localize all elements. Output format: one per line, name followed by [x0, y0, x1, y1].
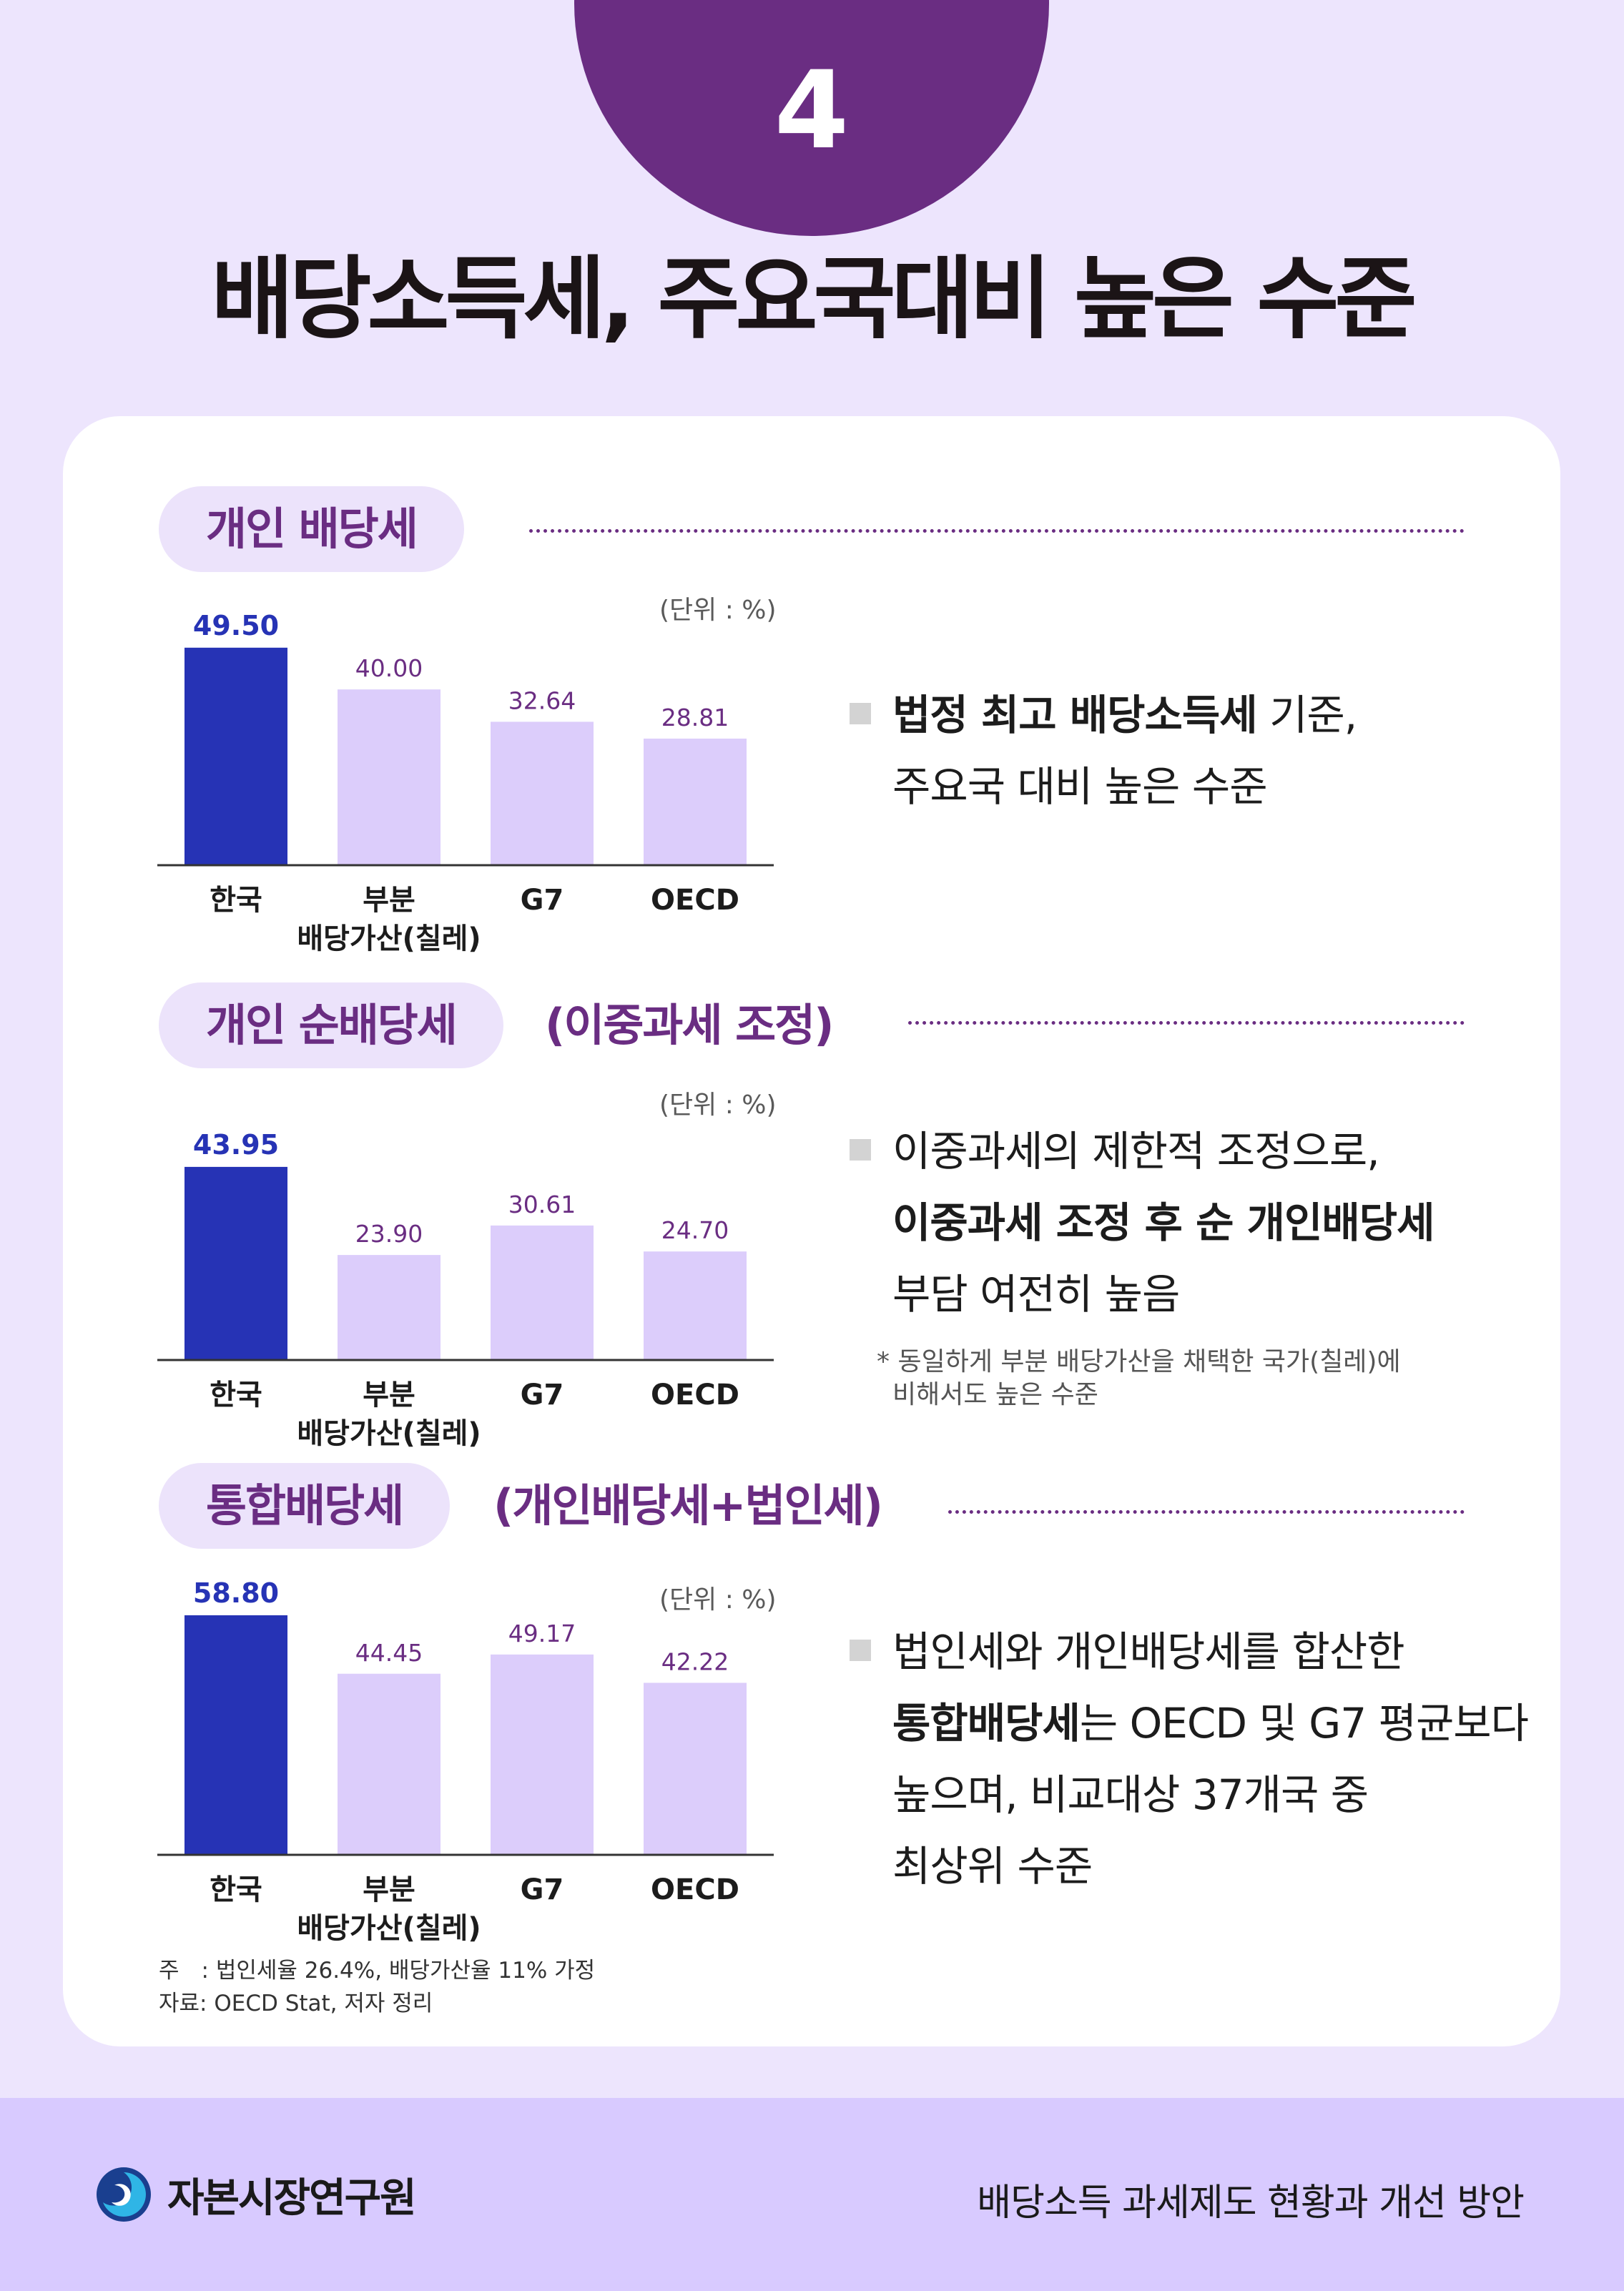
dotted-divider — [948, 1510, 1465, 1514]
desc-text: 는 OECD 및 G7 평균보다 — [1079, 1699, 1529, 1748]
bar-1 — [338, 1255, 441, 1360]
section-pill-extra: (개인배당세+법인세) — [493, 1479, 883, 1532]
section-description: 법정 최고 배당소득세 기준, 주요국 대비 높은 수준 — [850, 679, 1536, 822]
category-label-2: G7 — [521, 1379, 564, 1411]
org-logo: 자본시장연구원 — [93, 2164, 417, 2225]
content-card — [63, 416, 1560, 2046]
desc-bold: 법정 최고 배당소득세 — [892, 691, 1258, 739]
page-title: 배당소득세, 주요국대비 높은 수준 — [211, 247, 1417, 351]
desc-text: 부담 여전히 높음 — [892, 1270, 1180, 1319]
bar-value-label-3: 28.81 — [661, 704, 729, 731]
desc-bold: 이중과세 조정 후 순 개인배당세 — [892, 1198, 1434, 1247]
category-label-1-line2: 배당가산(칠레) — [297, 1417, 481, 1450]
bar-value-label-1: 23.90 — [355, 1220, 423, 1248]
section-pill: 개인 순배당세 — [159, 982, 503, 1068]
category-label-1-line2: 배당가산(칠레) — [297, 922, 481, 955]
section-description: 법인세와 개인배당세를 합산한 통합배당세는 OECD 및 G7 평균보다 높으… — [850, 1616, 1536, 1902]
kcmi-logo-icon — [97, 2167, 151, 2222]
category-label-3: OECD — [651, 1873, 739, 1906]
dotted-divider — [908, 1021, 1465, 1025]
category-label-2: G7 — [521, 1873, 564, 1906]
category-label-2: G7 — [521, 884, 564, 917]
org-name: 자본시장연구원 — [167, 2174, 417, 2222]
category-label-0: 한국 — [210, 1379, 262, 1411]
desc-text: 이중과세의 제한적 조정으로, — [892, 1127, 1380, 1176]
category-label-1: 부분 — [363, 1379, 415, 1411]
desc-text: 법인세와 개인배당세를 합산한 — [892, 1627, 1405, 1676]
bar-2 — [491, 721, 594, 865]
section-pill-extra: (이중과세 조정) — [545, 999, 834, 1051]
bullet-square-icon — [850, 1138, 871, 1161]
bar-0 — [184, 1615, 287, 1855]
bar-2 — [491, 1654, 594, 1855]
desc-text: 기준, — [1256, 691, 1357, 739]
unit-label: (단위 : %) — [659, 596, 777, 625]
bar-value-label-2: 32.64 — [508, 686, 576, 714]
category-label-3: OECD — [651, 1379, 739, 1411]
category-label-1-line2: 배당가산(칠레) — [297, 1912, 481, 1945]
desc-text: 최상위 수준 — [892, 1842, 1093, 1891]
bullet-square-icon — [850, 1639, 871, 1661]
bar-value-label-3: 42.22 — [661, 1647, 729, 1675]
footer: 자본시장연구원 배당소득 과세제도 현황과 개선 방안 — [0, 2098, 1624, 2291]
bar-value-label-0: 49.50 — [193, 610, 279, 641]
bar-3 — [644, 738, 747, 865]
category-label-0: 한국 — [210, 1873, 262, 1906]
section-description: 이중과세의 제한적 조정으로, 이중과세 조정 후 순 개인배당세 부담 여전히… — [850, 1115, 1536, 1411]
category-label-0: 한국 — [210, 884, 262, 917]
bullet-square-icon — [850, 702, 871, 724]
unit-label: (단위 : %) — [659, 1090, 777, 1120]
category-label-1: 부분 — [363, 1873, 415, 1906]
bar-value-label-1: 40.00 — [355, 654, 423, 682]
desc-text: 주요국 대비 높은 수준 — [892, 762, 1268, 811]
category-label-3: OECD — [651, 884, 739, 917]
bar-value-label-0: 58.80 — [193, 1577, 279, 1609]
footnote-assumption: 주 : 법인세율 26.4%, 배당가산율 11% 가정 — [159, 1958, 596, 1984]
bar-3 — [644, 1682, 747, 1855]
desc-bold: 통합배당세 — [892, 1699, 1081, 1748]
bar-value-label-2: 30.61 — [508, 1191, 576, 1218]
desc-note: * 동일하게 부분 배당가산을 채택한 국가(칠레)에 — [877, 1347, 1401, 1376]
desc-note: 비해서도 높은 수준 — [892, 1380, 1098, 1409]
unit-label: (단위 : %) — [659, 1585, 777, 1615]
report-title: 배당소득 과세제도 현황과 개선 방안 — [977, 2182, 1525, 2225]
section-pill: 개인 배당세 — [159, 486, 464, 572]
bar-1 — [338, 1673, 441, 1855]
bar-value-label-1: 44.45 — [355, 1639, 423, 1667]
bar-2 — [491, 1225, 594, 1360]
bar-value-label-2: 49.17 — [508, 1620, 576, 1647]
desc-text: 높으며, 비교대상 37개국 중 — [892, 1770, 1369, 1819]
bar-value-label-0: 43.95 — [193, 1129, 279, 1161]
bar-0 — [184, 1166, 287, 1360]
page-number: 4 — [774, 49, 850, 173]
dotted-divider — [529, 529, 1465, 533]
footnote-source: 자료: OECD Stat, 저자 정리 — [159, 1991, 433, 2016]
section-pill: 통합배당세 — [159, 1463, 451, 1549]
bar-1 — [338, 689, 441, 865]
bar-0 — [184, 647, 287, 865]
bar-value-label-3: 24.70 — [661, 1216, 729, 1244]
bar-3 — [644, 1251, 747, 1360]
category-label-1: 부분 — [363, 884, 415, 917]
